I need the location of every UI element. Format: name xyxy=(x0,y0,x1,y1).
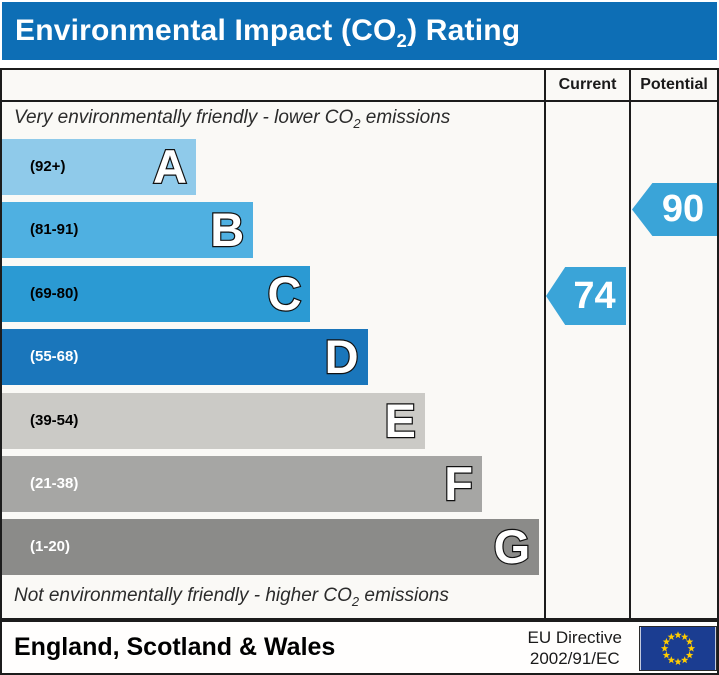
band-range-label: (92+) xyxy=(30,158,66,175)
potential-rating-value: 90 xyxy=(661,188,705,230)
eu-directive-text: EU Directive 2002/91/EC xyxy=(528,627,622,669)
column-divider-potential xyxy=(629,68,631,620)
band-b: (81-91) B xyxy=(2,202,254,259)
eu-directive-line2: 2002/91/EC xyxy=(529,649,620,668)
current-rating-arrow: 74 xyxy=(546,267,626,325)
column-header-current: Current xyxy=(558,76,617,93)
band-letter: F xyxy=(443,456,474,511)
band-letter: C xyxy=(266,266,302,321)
band-d: (55-68) D xyxy=(2,329,368,386)
note-bottom: Not environmentally friendly - higher CO… xyxy=(14,585,449,609)
title-bar: Environmental Impact (CO2) Rating xyxy=(2,2,717,60)
band-f: (21-38) F xyxy=(2,456,482,512)
potential-rating-arrow: 90 xyxy=(632,183,717,236)
band-range-label: (81-91) xyxy=(30,221,79,239)
band-a: (92+) A xyxy=(2,139,196,195)
footer: England, Scotland & Wales EU Directive 2… xyxy=(0,620,719,675)
eu-directive-line1: EU Directive xyxy=(527,628,622,647)
column-header-potential: Potential xyxy=(640,76,708,93)
band-e: (39-54) E xyxy=(2,392,425,449)
header-row-divider xyxy=(0,100,719,102)
column-divider-current xyxy=(544,68,546,620)
band-range-label: (39-54) xyxy=(30,411,79,429)
band-range-label: (1-20) xyxy=(30,538,71,556)
band-range-label: (21-38) xyxy=(30,475,79,492)
band-g: (1-20) G xyxy=(2,519,540,576)
page-title: Environmental Impact (CO2) Rating xyxy=(15,14,521,51)
band-letter: G xyxy=(492,519,531,574)
band-letter: E xyxy=(383,392,417,447)
band-range-label: (69-80) xyxy=(30,284,79,302)
band-range-label: (55-68) xyxy=(30,348,79,366)
current-rating-value: 74 xyxy=(573,274,616,317)
footer-region-label: England, Scotland & Wales xyxy=(14,633,336,661)
band-c: (69-80) C xyxy=(2,266,311,322)
note-top: Very environmentally friendly - lower CO… xyxy=(14,107,451,131)
band-letter: B xyxy=(209,202,245,257)
eu-flag-icon xyxy=(639,626,717,671)
band-letter: D xyxy=(323,329,359,384)
band-letter: A xyxy=(152,139,188,194)
